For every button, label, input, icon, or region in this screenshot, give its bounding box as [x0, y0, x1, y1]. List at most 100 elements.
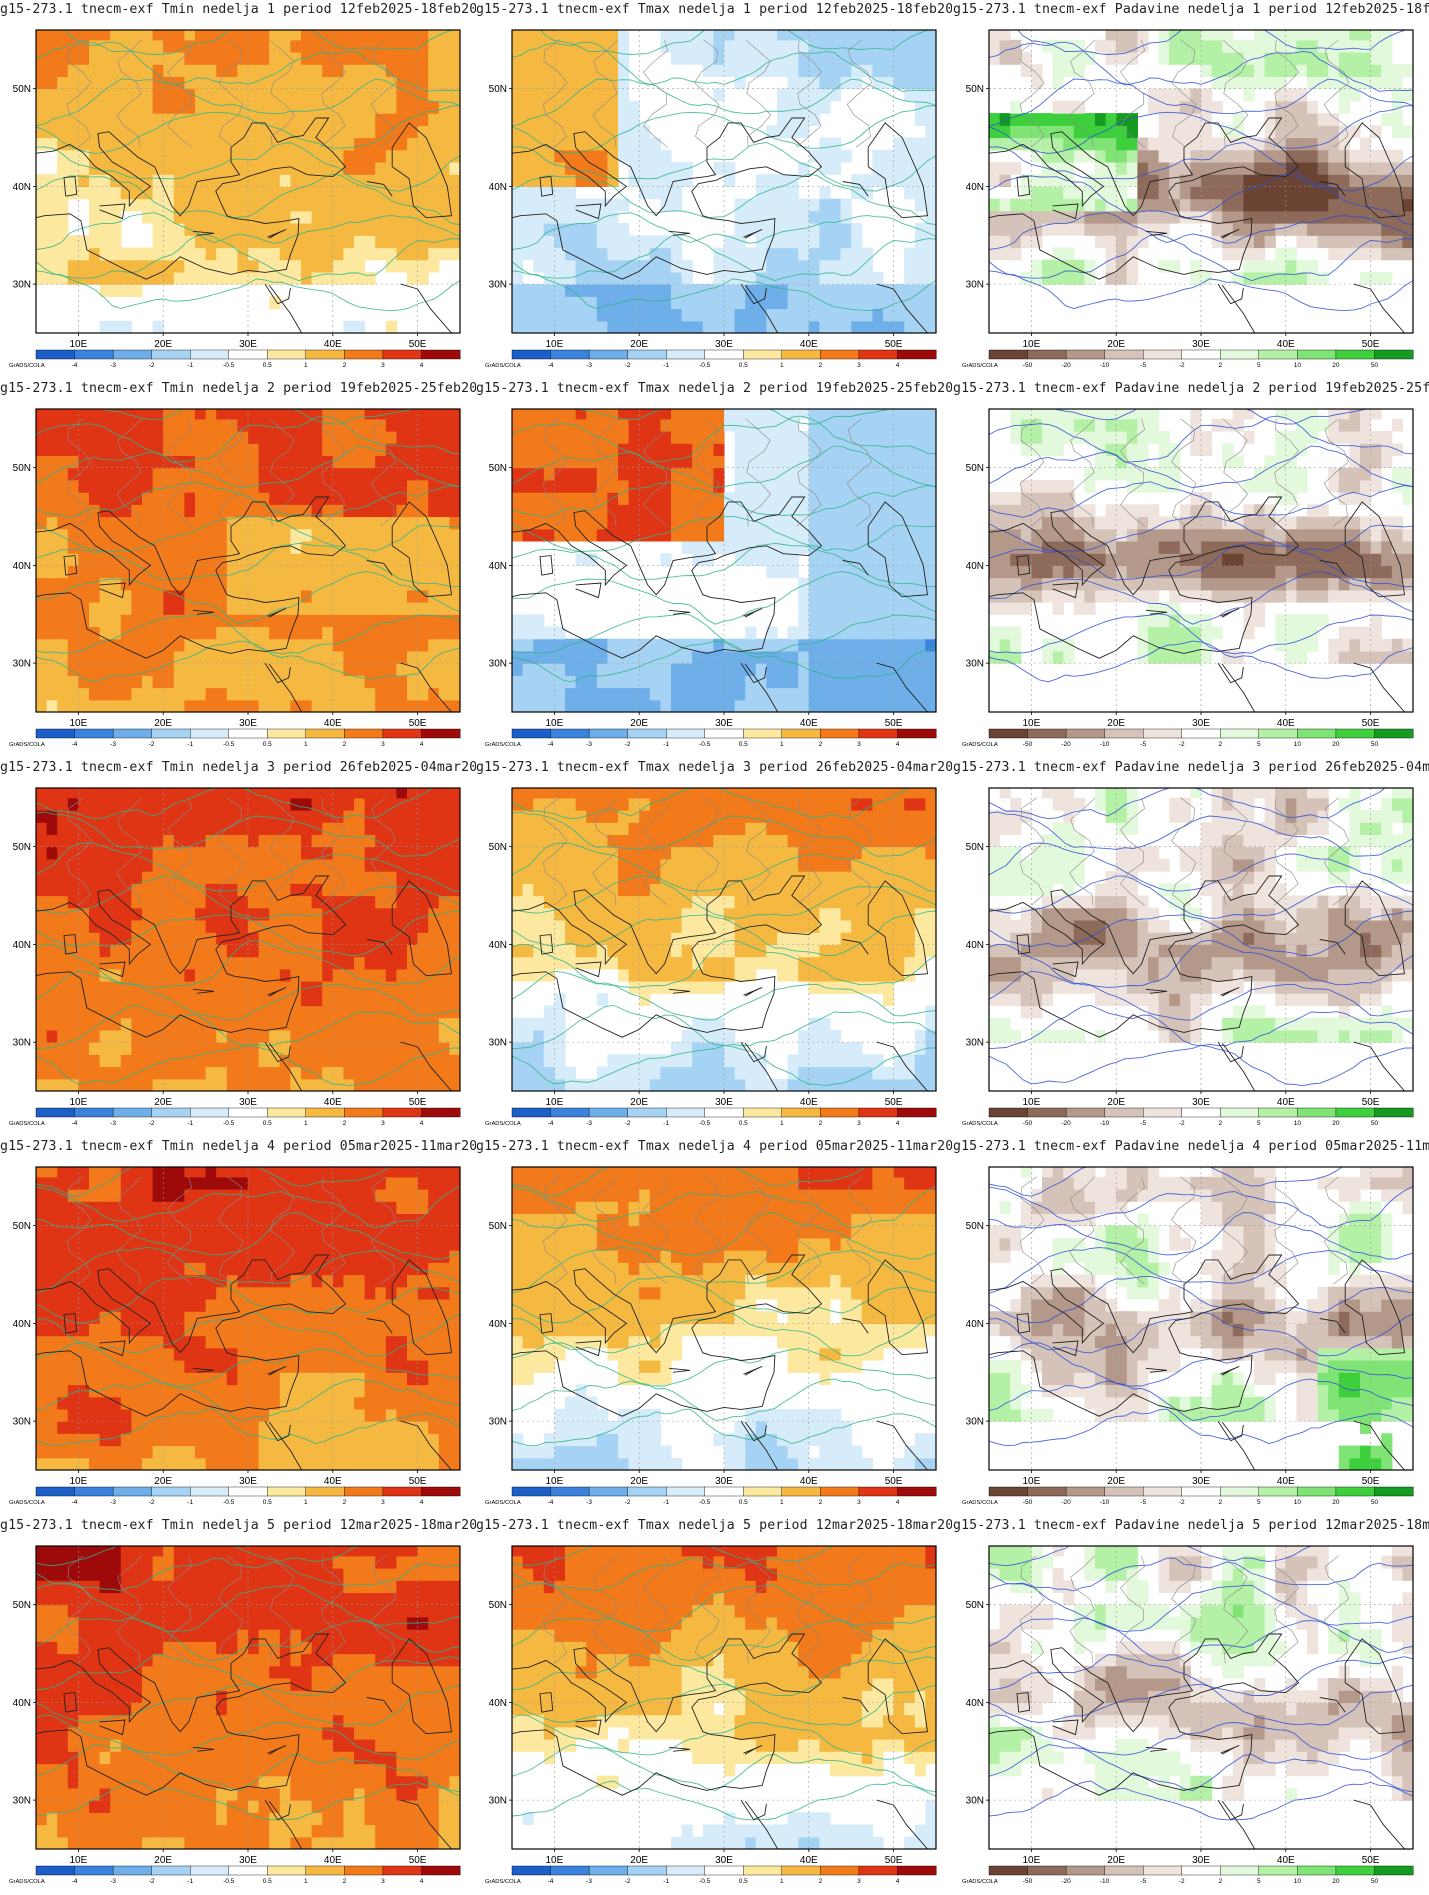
colorbar-label: 3 [381, 1499, 385, 1506]
colorbar-label: -4 [548, 1120, 554, 1127]
colorbar-segment [35, 728, 75, 739]
colorbar-segment [820, 349, 860, 360]
colorbar-label: 4 [896, 1120, 900, 1127]
map-panel-precip-week-5: g15-273.1 tnecm-exf Padavine nedelja 5 p… [953, 1516, 1429, 1895]
colorbar-segment [665, 728, 706, 739]
colorbar-segment [550, 728, 590, 739]
lon-label: 30E [1192, 1097, 1210, 1108]
colorbar-segment [1258, 349, 1298, 360]
lon-label: 50E [885, 718, 903, 729]
lat-label: 50N [966, 1221, 984, 1232]
colorbar-label: 2 [819, 741, 823, 748]
lon-label: 20E [154, 718, 172, 729]
colorbar-segment [1104, 349, 1144, 360]
colorbar-label: -1 [187, 1499, 193, 1506]
lon-label: 40E [800, 1097, 818, 1108]
coastlines [36, 418, 453, 712]
coastlines [36, 1176, 453, 1470]
lon-label: 50E [409, 1855, 427, 1866]
panel-title: g15-273.1 tnecm-exf Tmax nedelja 1 perio… [476, 2, 952, 20]
colorbar-segment [344, 349, 384, 360]
colorbar-segment [382, 1865, 422, 1876]
map-svg: 50N 40N 30N 10E 20E 30E 40E 50E -4 -3 -2 -1 -0.5 0.5 1… [485, 787, 937, 1127]
colorbar-segment [1142, 349, 1183, 360]
lon-label: 40E [1277, 1097, 1295, 1108]
colorbar-segment [897, 1486, 937, 1497]
colorbar-label: 1 [780, 1120, 784, 1127]
colorbar-segment [1258, 728, 1298, 739]
grads-credit: GrADS/COLA [962, 1500, 998, 1506]
colorbar-label: -5 [1140, 1499, 1146, 1506]
colorbar-segment [228, 1486, 268, 1497]
colorbar-segment [267, 1107, 307, 1118]
grads-credit: GrADS/COLA [9, 742, 45, 748]
colorbar-label: -20 [1061, 1120, 1071, 1127]
colorbar-label: 2 [343, 741, 347, 748]
colorbar-label: 50 [1371, 1878, 1379, 1885]
colorbar-label: 0.5 [263, 1878, 272, 1885]
lon-label: 30E [715, 339, 733, 350]
colorbar-label: 20 [1332, 1878, 1340, 1885]
colorbar-segment [588, 1107, 629, 1118]
lon-label: 50E [409, 1476, 427, 1487]
colorbar-label: -3 [586, 1499, 592, 1506]
map-svg: 50N 40N 30N 10E 20E 30E 40E 50E -4 -3 -2 -1 -0.5 0.5 1… [485, 1166, 937, 1506]
colorbar-label: -0.5 [699, 1878, 711, 1885]
colorbar-segment [988, 1486, 1028, 1497]
grads-credit: GrADS/COLA [9, 1500, 45, 1506]
colorbar-segment [511, 1865, 551, 1876]
colorbar-segment [1027, 1107, 1067, 1118]
grads-credit: GrADS/COLA [9, 1121, 45, 1127]
colorbar-label: -3 [586, 741, 592, 748]
colorbar-segment [665, 1486, 706, 1497]
colorbar-label: -50 [1023, 1878, 1033, 1885]
colorbar-segment [189, 728, 230, 739]
colorbar-segment [1374, 1865, 1414, 1876]
colorbar-segment [1335, 349, 1375, 360]
colorbar-segment [1027, 1486, 1067, 1497]
climatology-contours [36, 788, 460, 1087]
panel-title-text: g15-273.1 tnecm-exf Padavine nedelja 5 p… [953, 1518, 1429, 1533]
lat-label: 30N [13, 1417, 31, 1428]
colorbar-label: -50 [1023, 741, 1033, 748]
colorbar-label: -0.5 [223, 1499, 235, 1506]
colorbar-label: 20 [1332, 1120, 1340, 1127]
lon-label: 50E [1362, 339, 1380, 350]
coastlines [36, 1555, 453, 1849]
lon-label: 10E [70, 1476, 88, 1487]
coastlines [989, 797, 1406, 1091]
colorbar-label: 2 [343, 362, 347, 369]
colorbar-label: -10 [1100, 1878, 1110, 1885]
lat-label: 40N [489, 940, 507, 951]
colorbar-segment [1297, 1107, 1337, 1118]
colorbar-segment [1297, 349, 1337, 360]
colorbar-segment [421, 349, 461, 360]
lon-label: 30E [239, 339, 257, 350]
colorbar-segment [858, 1107, 898, 1118]
lon-label: 20E [630, 718, 648, 729]
map-svg: 50N 40N 30N 10E 20E 30E 40E 50E -4 -3 -2 -1 -0.5 0.5 1… [9, 1166, 461, 1506]
climatology-contours [36, 30, 460, 312]
lon-label: 20E [1107, 1855, 1125, 1866]
colorbar-segment [743, 1107, 783, 1118]
lon-label: 20E [630, 1097, 648, 1108]
lon-label: 20E [154, 1476, 172, 1487]
lat-label: 40N [13, 1319, 31, 1330]
colorbar-label: -2 [149, 1878, 155, 1885]
colorbar-label: -3 [110, 1120, 116, 1127]
map-panel-tmin-week-1: g15-273.1 tnecm-exf Tmin nedelja 1 perio… [0, 0, 476, 379]
colorbar-segment [1258, 1865, 1298, 1876]
panel-title: g15-273.1 tnecm-exf Padavine nedelja 4 p… [953, 1139, 1429, 1157]
colorbar-label: 2 [1218, 741, 1222, 748]
colorbar-segment [1104, 728, 1144, 739]
lon-label: 10E [1023, 339, 1041, 350]
lat-label: 30N [966, 1417, 984, 1428]
colorbar-segment [74, 1486, 114, 1497]
grads-credit: GrADS/COLA [485, 1500, 521, 1506]
lon-label: 40E [324, 1476, 342, 1487]
colorbar-label: 1 [304, 1878, 308, 1885]
colorbar-label: -3 [586, 362, 592, 369]
coastlines [36, 39, 453, 333]
colorbar-label: 50 [1371, 1499, 1379, 1506]
graticule [36, 1167, 460, 1470]
